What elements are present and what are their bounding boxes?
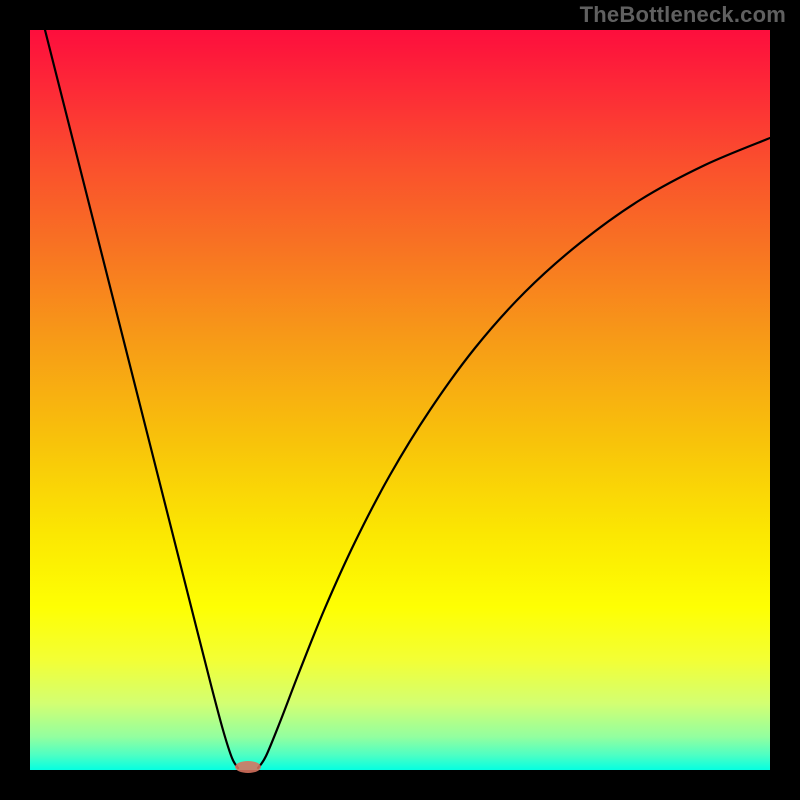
bottleneck-curve-left	[45, 30, 238, 768]
optimal-marker	[235, 761, 261, 773]
bottleneck-curve-right	[258, 138, 770, 768]
watermark-text: TheBottleneck.com	[580, 2, 786, 28]
overlay-svg	[0, 0, 800, 800]
chart-container: TheBottleneck.com	[0, 0, 800, 800]
